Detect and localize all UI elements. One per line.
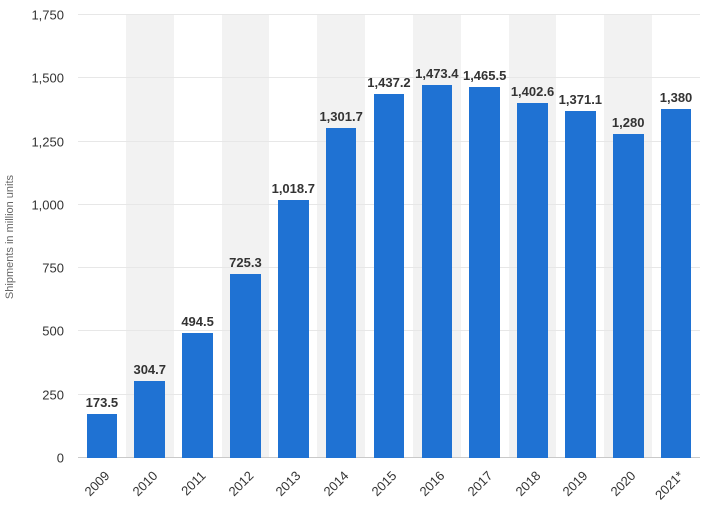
y-tick-label: 500 (42, 323, 64, 339)
bar-value-label: 173.5 (85, 395, 119, 411)
bar-value-label: 494.5 (181, 313, 214, 329)
x-tick-label: 2018 (512, 468, 544, 500)
bar-2020[interactable]: 1,280 (612, 115, 644, 458)
bar-2017[interactable]: 1,465.5 (463, 68, 506, 458)
bar-2010[interactable]: 304.7 (133, 362, 166, 458)
bar-2019[interactable]: 1,371.1 (559, 92, 602, 458)
plot-area: 173.5 2009 304.7 2010 494.5 2011 725.3 2012 1,01… (78, 14, 700, 503)
gridline (78, 77, 700, 79)
category-column: 1,437.2 2015 (365, 15, 413, 499)
category-column: 494.5 2011 (174, 15, 222, 499)
x-tick-label: 2014 (320, 468, 352, 500)
y-tick-label: 1,250 (31, 134, 64, 150)
x-tick-label: 2011 (177, 468, 209, 499)
y-tick-label: 750 (42, 260, 64, 276)
x-tick-label: 2010 (129, 468, 161, 500)
category-column: 1,301.7 2014 (317, 15, 365, 499)
y-tick-label: 0 (56, 450, 64, 466)
x-tick-label: 2019 (559, 468, 591, 500)
bar-value-label: 725.3 (229, 255, 262, 271)
category-column: 1,280 2020 (604, 15, 652, 499)
y-tick-label: 1,750 (31, 7, 64, 23)
category-column: 1,473.4 2016 (413, 15, 461, 499)
x-tick-label: 2020 (607, 468, 639, 500)
bar-value-label: 1,280 (611, 114, 645, 130)
bar-2009[interactable]: 173.5 (86, 395, 118, 458)
y-tick-label: 1,000 (31, 197, 64, 213)
y-axis-ticks: 0 250 500 750 1,000 1,250 1,500 1,750 (16, 8, 74, 466)
bar-value-label: 1,465.5 (462, 68, 507, 84)
x-tick-label: 2021* (652, 468, 687, 503)
y-axis-title: Shipments in million units (4, 174, 16, 299)
category-column: 1,371.1 2019 (556, 15, 604, 499)
category-column: 725.3 2012 (222, 15, 270, 499)
category-column: 173.5 2009 (78, 15, 126, 499)
x-tick-label: 2013 (272, 468, 304, 500)
x-tick-label: 2015 (368, 468, 400, 500)
y-tick-label: 1,500 (31, 70, 64, 86)
bar-2018[interactable]: 1,402.6 (511, 84, 554, 458)
x-tick-label: 2012 (225, 468, 257, 500)
bar-value-label: 1,018.7 (271, 181, 315, 197)
bar-2021[interactable]: 1,380 (660, 90, 692, 458)
bar-value-label: 1,371.1 (558, 91, 603, 107)
bar-value-label: 304.7 (133, 361, 167, 377)
bar-value-label: 1,402.6 (510, 83, 555, 99)
category-column: 1,018.7 2013 (269, 15, 317, 499)
bar-2011[interactable]: 494.5 (181, 314, 214, 458)
columns: 173.5 2009 304.7 2010 494.5 2011 725.3 2012 1,01… (78, 15, 700, 503)
bar-value-label: 1,301.7 (319, 109, 363, 125)
category-column: 1,380 2021* (652, 15, 700, 503)
bar-2012[interactable]: 725.3 (229, 255, 262, 458)
bar-2016[interactable]: 1,473.4 (415, 66, 459, 458)
bar-value-label: 1,437.2 (367, 75, 411, 91)
gridline (78, 14, 700, 15)
bar-value-label: 1,380 (659, 89, 693, 105)
category-column: 304.7 2010 (126, 15, 174, 499)
y-tick-label: 250 (42, 387, 64, 403)
category-column: 1,465.5 2017 (461, 15, 509, 499)
x-tick-label: 2016 (416, 468, 448, 500)
bar-2013[interactable]: 1,018.7 (272, 181, 315, 458)
bar-value-label: 1,473.4 (415, 66, 459, 82)
x-tick-label: 2017 (464, 468, 496, 500)
bar-2014[interactable]: 1,301.7 (319, 109, 363, 458)
category-column: 1,402.6 2018 (509, 15, 557, 499)
x-tick-label: 2009 (81, 468, 113, 500)
bar-2015[interactable]: 1,437.2 (367, 75, 411, 458)
